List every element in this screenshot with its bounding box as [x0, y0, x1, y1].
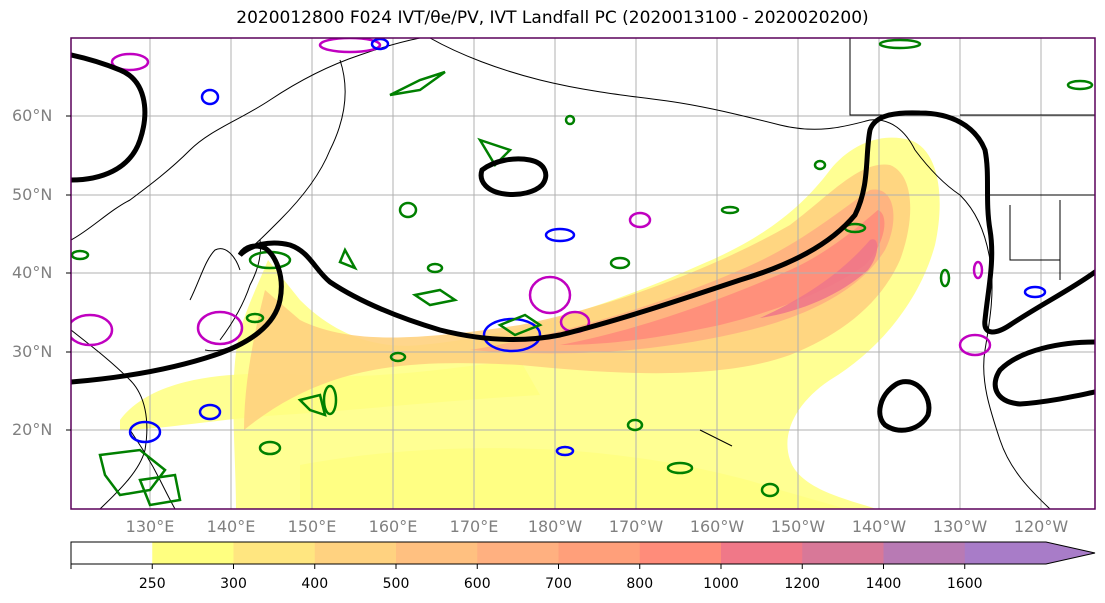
lat-label: 30°N — [12, 342, 53, 361]
colorbar-segment — [477, 542, 559, 564]
ivt-band-400 — [244, 164, 911, 430]
colorbar-label: 250 — [138, 576, 166, 592]
coastlines — [71, 38, 1051, 509]
na-west-coast — [914, 149, 1051, 509]
alaska-coast — [429, 38, 916, 151]
lon-label: 150°W — [770, 517, 826, 536]
kamchatka-coast — [247, 59, 346, 251]
colorbar-label: 700 — [545, 576, 572, 592]
lat-label: 20°N — [12, 420, 53, 439]
colorbar-segment — [314, 542, 397, 564]
lon-label: 150°E — [287, 517, 337, 536]
colorbar-label: 1200 — [784, 576, 821, 592]
colorbar-segment — [396, 542, 478, 564]
political-borders — [849, 38, 1095, 280]
lon-label: 160°E — [368, 517, 418, 536]
graticule — [71, 38, 1095, 509]
colorbar-segment — [233, 542, 316, 564]
korea-coast — [189, 248, 241, 301]
colorbar — [70, 541, 1096, 569]
lon-label: 140°E — [206, 517, 256, 536]
lon-label: 130°W — [932, 517, 988, 536]
lon-label: 170°W — [608, 517, 664, 536]
colorbar-segment — [802, 542, 884, 564]
colorbar-segment — [964, 542, 1047, 564]
hawaii — [699, 429, 733, 447]
colorbar-outline — [70, 541, 1096, 565]
colorbar-segment — [721, 542, 803, 564]
china-coast — [71, 329, 148, 509]
lat-label: 50°N — [12, 185, 53, 204]
lon-label: 170°E — [449, 517, 499, 536]
ivt-band-1000 — [760, 239, 878, 318]
colorbar-segment — [639, 542, 722, 564]
ivt-band-trop — [120, 360, 540, 430]
lat-label: 60°N — [12, 106, 53, 125]
colorbar-label: 1400 — [865, 576, 902, 592]
asia-coast — [71, 38, 421, 241]
ivt-shading — [120, 137, 940, 509]
axis-ticks — [66, 115, 71, 431]
pv-contours-magenta — [71, 38, 992, 357]
colorbar-extend-arrow — [1046, 542, 1095, 564]
landfall-pc-contours — [71, 52, 1095, 433]
lon-label: 140°W — [851, 517, 907, 536]
colorbar-label: 1000 — [703, 576, 739, 592]
colorbar-segment — [152, 542, 234, 564]
colorbar-label: 800 — [626, 576, 654, 592]
ivt-band-800 — [560, 210, 885, 345]
lon-label: 160°W — [689, 517, 745, 536]
lon-label: 120°W — [1013, 517, 1069, 536]
lat-label: 40°N — [12, 263, 53, 282]
colorbar-label: 300 — [220, 576, 247, 592]
colorbar-label: 500 — [382, 576, 410, 592]
plot-title: 2020012800 F024 IVT/θe/PV, IVT Landfall … — [236, 8, 869, 28]
colorbar-label: 1600 — [946, 576, 983, 592]
colorbar-label: 400 — [301, 576, 329, 592]
theta-e-contours — [71, 38, 1094, 507]
lon-label: 180°W — [527, 517, 583, 536]
colorbar-segment — [558, 542, 641, 564]
colorbar-label: 600 — [463, 576, 491, 592]
ivt-band-600 — [470, 189, 894, 354]
colorbar-segment — [883, 542, 966, 564]
ivt-band-south — [300, 448, 847, 509]
lon-label: 130°E — [125, 517, 175, 536]
colorbar-segment — [71, 542, 153, 564]
